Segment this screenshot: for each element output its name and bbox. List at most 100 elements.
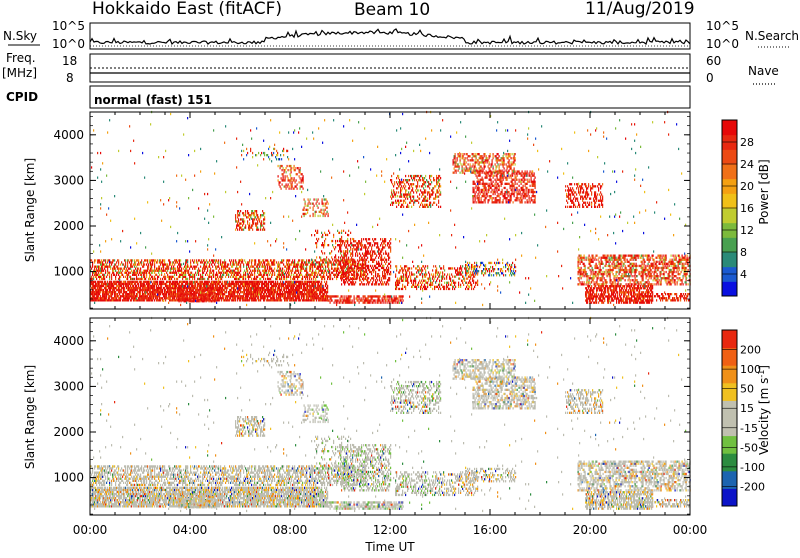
power-cell [386,259,387,261]
power-cell [340,302,341,304]
power-cell [285,295,286,297]
power-cell [342,295,343,297]
power-cell [137,270,138,272]
power-cell [470,278,471,280]
power-cell [187,278,188,280]
power-cell [471,284,472,286]
power-cell [421,267,422,269]
power-cell [387,244,388,246]
power-cell [433,280,434,282]
power-cell [372,281,373,283]
power-cell [287,299,288,301]
power-cell [338,274,339,276]
power-cell [388,283,389,285]
power-cell [336,272,337,274]
power-cell [354,271,355,273]
power-cell [159,266,160,268]
power-cell [364,267,365,269]
power-cell [402,267,403,269]
power-cell [501,268,502,270]
power-cell [467,278,468,280]
power-cell [133,285,134,287]
noise-tick-low: 10^0 [52,37,85,51]
power-cell [249,268,250,270]
power-cell [157,283,158,285]
power-cell [185,272,186,274]
power-cell [152,272,153,274]
power-cell [340,297,341,299]
power-cell [150,274,151,276]
power-cell [307,278,308,280]
power-cell [204,278,205,280]
power-cell [363,279,364,281]
power-cell [379,248,380,250]
power-cell [144,299,145,301]
power-cell [365,244,366,246]
power-cell [279,266,280,268]
power-cell [361,240,362,242]
power-cell [374,250,375,252]
power-cell [262,285,263,287]
power-cell [130,272,131,274]
power-cell [449,273,450,275]
power-cell [147,270,148,272]
power-cell [180,259,181,261]
power-cell [328,263,329,265]
power-cell [175,270,176,272]
power-cell [215,294,216,296]
power-cell [350,255,351,257]
power-cell [236,261,237,263]
power-cell [376,255,377,257]
power-cell [176,285,177,287]
power-cell [168,268,169,270]
power-cell [387,265,388,267]
power-cell [466,282,467,284]
power-cell [218,295,219,297]
power-cell [368,265,369,267]
power-cell [264,293,265,295]
power-cell [312,274,313,276]
power-cell [435,276,436,278]
power-cell [580,281,581,283]
power-cell [251,263,252,265]
power-cell [160,293,161,295]
power-cell [260,278,261,280]
power-cell [171,266,172,268]
power-cell [214,263,215,265]
power-cell [366,246,367,248]
power-cell [385,275,386,277]
power-cell [368,277,369,279]
power-cell [418,286,419,288]
power-cell [115,268,116,270]
power-cell [491,262,492,264]
power-cell [104,278,105,280]
power-cell [409,273,410,275]
power-cell [156,285,157,287]
power-cell [578,273,579,275]
power-cell [366,240,367,242]
power-cell [444,273,445,275]
power-cell [405,286,406,288]
power-cell [355,253,356,255]
power-cell [266,281,267,283]
power-cell [381,242,382,244]
power-cell [359,297,360,299]
power-cell [357,253,358,255]
power-cell [316,299,317,301]
power-cell [250,276,251,278]
power-cell [316,291,317,293]
power-cell [258,268,259,270]
power-cell [337,266,338,268]
power-cell [281,299,282,301]
power-cell [436,269,437,271]
power-cell [239,272,240,274]
power-cell [373,277,374,279]
power-cell [329,299,330,301]
power-cell [162,289,163,291]
power-cell [352,250,353,252]
power-cell [266,272,267,274]
power-cell [204,298,205,300]
power-cell [201,259,202,261]
power-cell [353,263,354,265]
power-cell [210,261,211,263]
